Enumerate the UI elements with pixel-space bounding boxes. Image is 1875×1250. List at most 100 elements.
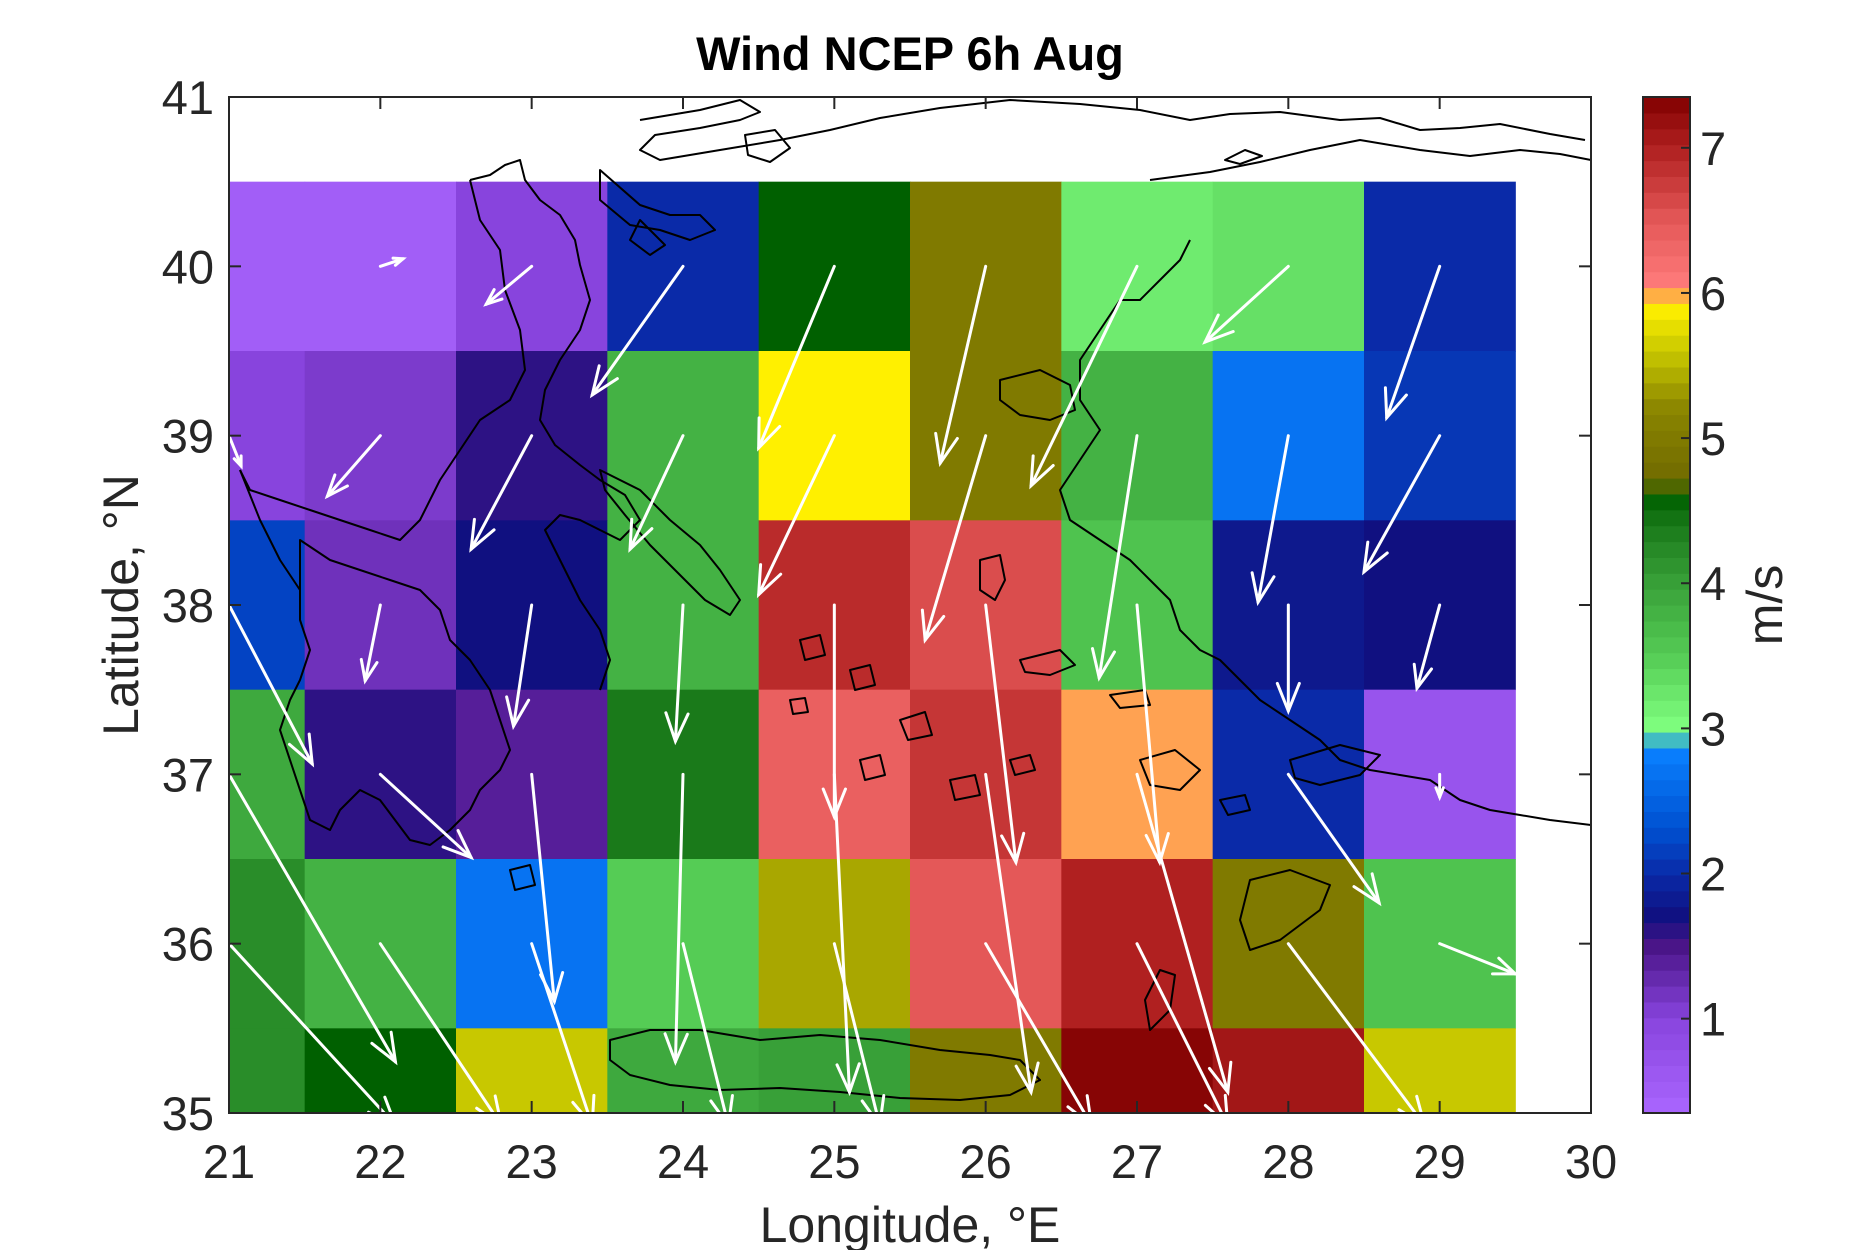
colorbar-swatch <box>1643 112 1690 130</box>
y-tick-label: 39 <box>162 410 214 463</box>
colorbar-swatch <box>1643 922 1690 939</box>
wind-arrow <box>1362 434 1442 576</box>
x-tick-label: 30 <box>1565 1135 1617 1188</box>
colorbar-swatch <box>1643 255 1690 273</box>
wind-arrow <box>663 772 689 1066</box>
colorbar-swatch <box>1643 382 1690 400</box>
wind-arrow <box>1412 603 1442 693</box>
y-tick-label: 38 <box>162 579 214 632</box>
colorbar-swatch <box>1643 811 1690 828</box>
colorbar-ticks: 1 2 3 4 5 6 7 <box>1681 122 1726 1046</box>
colorbar-tick-label: 3 <box>1700 702 1726 755</box>
wind-arrow <box>628 434 685 553</box>
colorbar-swatch <box>1643 525 1690 543</box>
x-tick-label: 28 <box>1262 1135 1314 1188</box>
heatmap-cell <box>229 181 306 352</box>
wind-vectors <box>229 256 1520 1113</box>
colorbar-tick-label: 2 <box>1700 848 1726 901</box>
colorbar-swatch <box>1643 1097 1690 1114</box>
colorbar-swatch <box>1643 176 1690 193</box>
colorbar-swatch <box>1643 636 1690 654</box>
coastline <box>239 99 1591 1101</box>
y-axis: 35 36 37 38 39 40 41 <box>162 71 1591 1140</box>
colorbar-swatch <box>1643 239 1690 257</box>
colorbar-swatch <box>1643 732 1690 749</box>
colorbar-swatch <box>1643 716 1690 733</box>
colorbar-swatch <box>1643 684 1690 701</box>
heatmap-cells <box>229 181 1516 1113</box>
wind-arrow <box>589 264 685 399</box>
wind-arrow <box>229 434 243 470</box>
colorbar-swatch <box>1643 414 1690 431</box>
wind-arrow <box>378 772 475 861</box>
x-tick-label: 23 <box>506 1135 558 1188</box>
colorbar-swatch <box>1643 906 1690 924</box>
y-tick-label: 41 <box>162 71 214 124</box>
colorbar-swatch <box>1643 700 1690 717</box>
wind-arrow <box>1029 264 1139 490</box>
y-tick-label: 37 <box>162 748 214 801</box>
colorbar-swatch <box>1643 763 1690 781</box>
heatmap-cell <box>1364 1028 1516 1113</box>
colorbar-swatch <box>1643 271 1690 289</box>
colorbar-swatch <box>1643 859 1690 876</box>
wind-arrow <box>1286 772 1382 907</box>
colorbar-swatch <box>1643 208 1690 225</box>
colorbar-swatch <box>1643 1017 1690 1035</box>
colorbar-swatch <box>1643 986 1690 1003</box>
wind-arrow <box>1202 264 1290 345</box>
wind-arrow <box>1250 434 1290 607</box>
wind-arrow <box>757 264 836 452</box>
wind-arrow <box>832 772 861 1097</box>
colorbar-tick-label: 7 <box>1700 122 1726 175</box>
x-tick-label: 21 <box>203 1135 255 1188</box>
colorbar-swatch <box>1643 1001 1690 1019</box>
wind-arrow <box>1438 942 1520 976</box>
colorbar-swatch <box>1643 779 1690 797</box>
heatmap-cell <box>229 1028 306 1113</box>
wind-arrow <box>756 434 836 599</box>
colorbar-swatch <box>1643 335 1690 352</box>
wind-arrow <box>469 434 534 553</box>
colorbar-swatch <box>1643 303 1690 320</box>
colorbar-swatch <box>1643 747 1690 765</box>
colorbar-label: m/s <box>1737 565 1793 646</box>
x-tick-label: 25 <box>808 1135 860 1188</box>
x-tick-label: 24 <box>657 1135 709 1188</box>
wind-arrow <box>832 942 886 1113</box>
wind-arrow <box>920 434 988 644</box>
wind-arrow <box>984 772 1040 1097</box>
colorbar-swatch <box>1643 224 1690 241</box>
wind-arrow <box>378 256 407 268</box>
colorbar-swatch <box>1643 398 1690 416</box>
wind-arrow <box>505 603 534 731</box>
colorbar-tick-label: 5 <box>1700 412 1726 465</box>
colorbar-swatch <box>1643 160 1690 177</box>
wind-arrow <box>1434 772 1445 802</box>
colorbar-swatch <box>1643 557 1690 574</box>
wind-arrow <box>664 603 690 746</box>
colorbar-swatch <box>1643 605 1690 622</box>
wind-arrow <box>1275 603 1301 715</box>
colorbar-swatch <box>1643 938 1690 955</box>
colorbar-tick-label: 4 <box>1700 557 1726 610</box>
colorbar-swatch <box>1643 446 1690 463</box>
colorbar-swatch <box>1643 192 1690 209</box>
colorbar-swatch <box>1643 144 1690 162</box>
colorbar-swatch <box>1643 541 1690 558</box>
colorbar-swatch <box>1643 430 1690 447</box>
colorbar-tick-label: 6 <box>1700 267 1726 320</box>
heatmap-cell <box>910 1028 1062 1113</box>
wind-arrow <box>229 772 398 1066</box>
colorbar-swatch <box>1643 1081 1690 1098</box>
colorbar-swatch <box>1643 319 1690 336</box>
colorbar-swatch <box>1643 478 1690 495</box>
x-axis-label: Longitude, °E <box>760 1197 1061 1250</box>
colorbar-swatch <box>1643 97 1690 114</box>
wind-arrow <box>934 264 988 468</box>
colorbar-swatch <box>1643 843 1690 860</box>
wind-arrow <box>483 264 534 307</box>
x-tick-label: 27 <box>1111 1135 1163 1188</box>
heatmap-cell <box>229 859 306 1029</box>
